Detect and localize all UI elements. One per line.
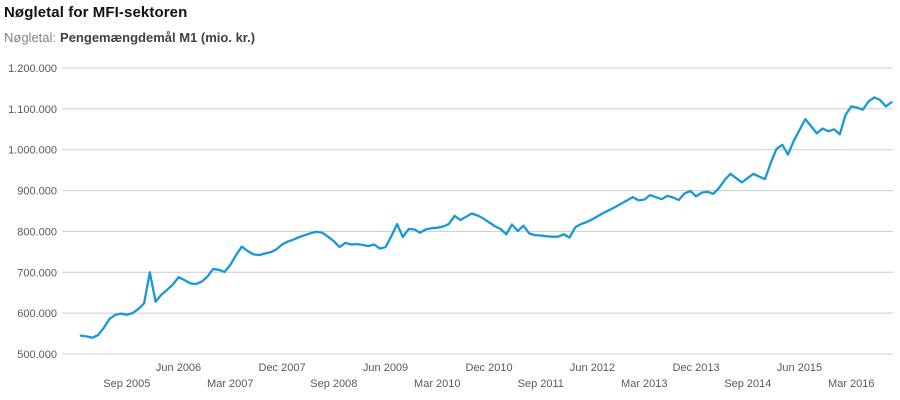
x-axis-label: Jun 2012 — [570, 362, 615, 374]
x-axis-label: Jun 2009 — [363, 362, 408, 374]
x-axis-label: Dec 2013 — [673, 362, 720, 374]
x-axis-label: Dec 2007 — [259, 362, 306, 374]
x-axis-label: Sep 2008 — [310, 378, 357, 390]
x-axis-label: Sep 2005 — [103, 378, 150, 390]
series-selector-line: Nøgletal: Pengemængdemål M1 (mio. kr.) — [4, 30, 255, 45]
y-axis-label: 1.200.000 — [8, 63, 57, 75]
y-axis-label: 700.000 — [17, 267, 57, 279]
x-axis-label: Mar 2007 — [207, 378, 253, 390]
series-selector-label: Nøgletal: — [4, 30, 57, 45]
x-axis-label: Jun 2006 — [156, 362, 201, 374]
y-axis-label: 1.000.000 — [8, 145, 57, 157]
x-axis-label: Mar 2013 — [621, 378, 667, 390]
y-axis-label: 800.000 — [17, 226, 57, 238]
page-title: Nøgletal for MFI-sektoren — [4, 4, 188, 21]
m1-series-line — [79, 96, 893, 339]
x-axis-label: Mar 2016 — [828, 378, 874, 390]
x-axis-label: Dec 2010 — [466, 362, 513, 374]
y-axis-label: 600.000 — [17, 308, 57, 320]
selected-series-name: Pengemængdemål M1 (mio. kr.) — [60, 30, 256, 45]
y-axis-label: 900.000 — [17, 186, 57, 198]
x-axis-label: Sep 2014 — [724, 378, 771, 390]
y-axis-label: 1.100.000 — [8, 104, 57, 116]
x-axis-label: Mar 2010 — [414, 378, 460, 390]
y-axis-label: 500.000 — [17, 349, 57, 361]
x-axis-label: Sep 2011 — [518, 378, 564, 390]
x-axis-label: Jun 2015 — [777, 362, 822, 374]
